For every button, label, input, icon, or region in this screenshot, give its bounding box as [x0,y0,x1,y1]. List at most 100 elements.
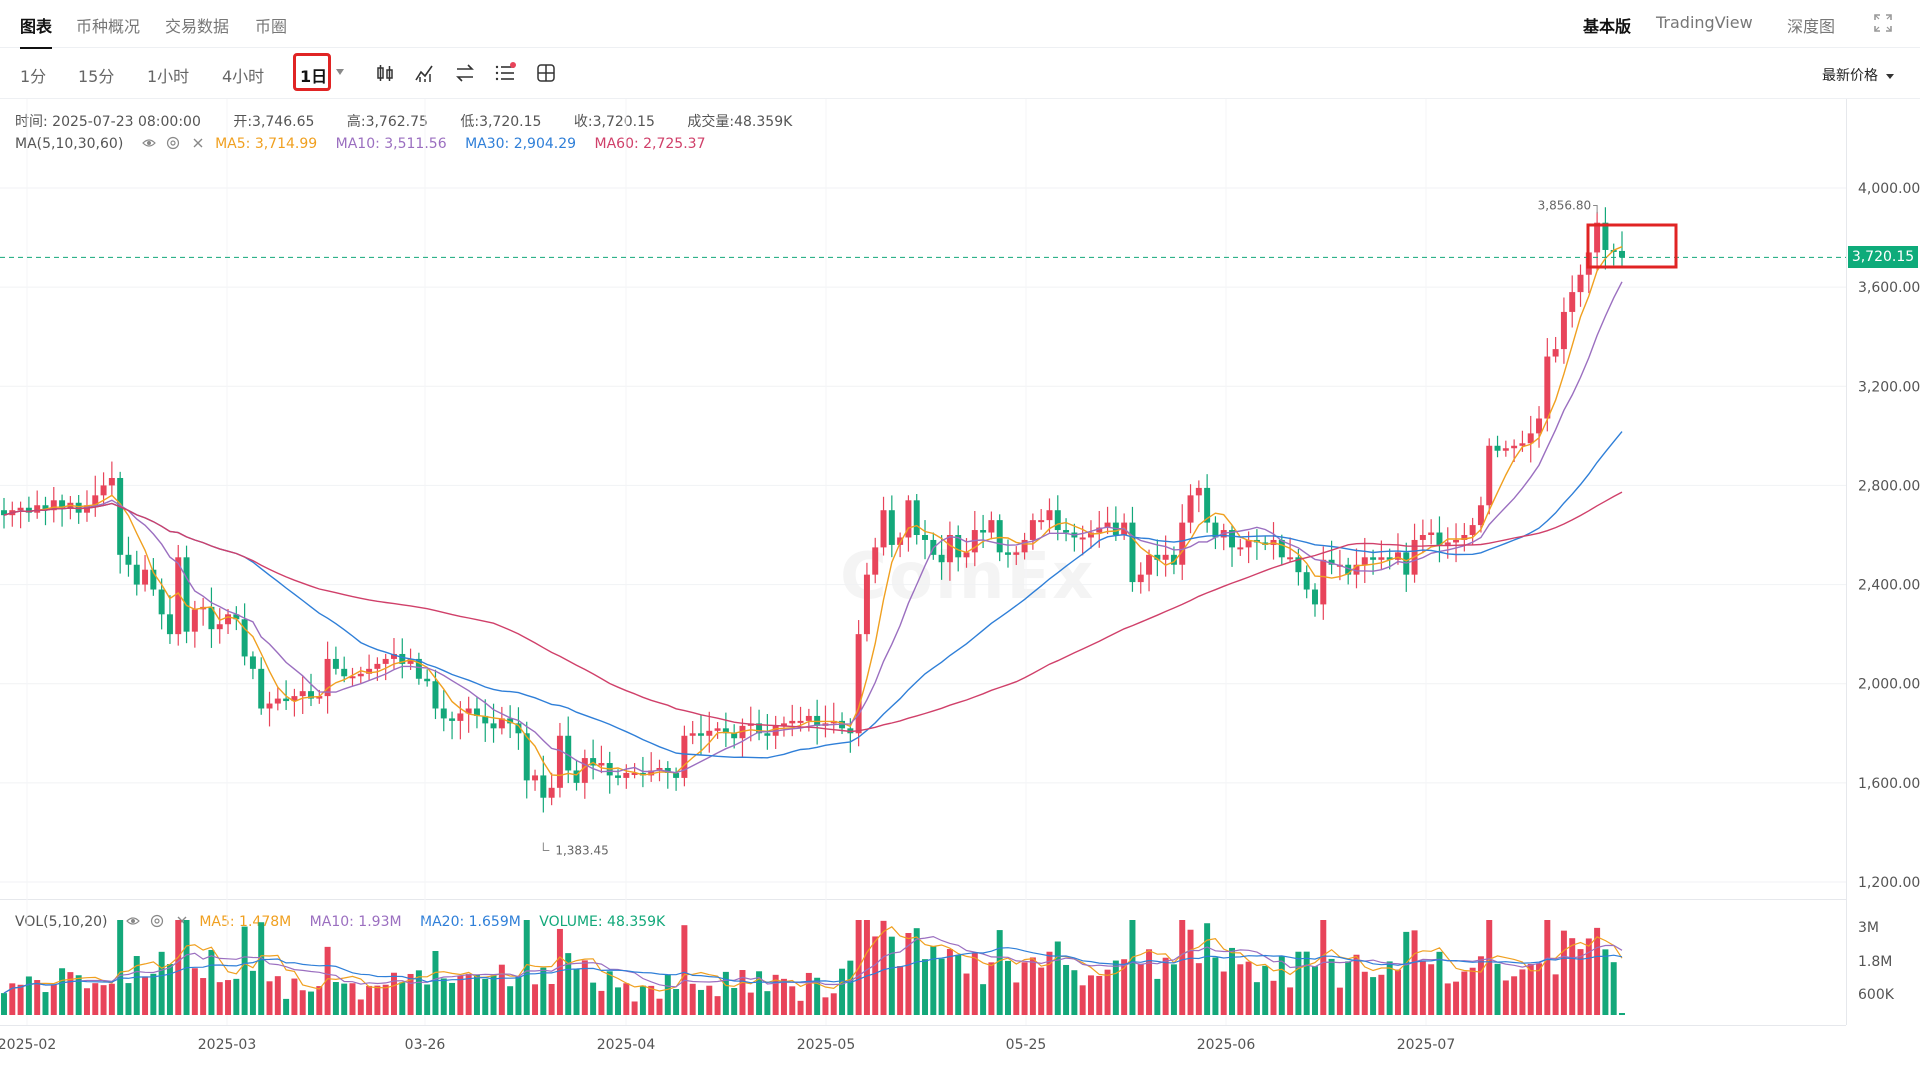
volume-bar [382,984,389,1015]
candle-body [1577,274,1584,293]
volume-value: 48.359K [734,114,793,130]
volume-bar [780,978,787,1015]
latest-candles-highlight-box [1586,223,1678,269]
candle-body [1536,418,1543,434]
interval-1m[interactable]: 1分 [20,67,47,86]
indicator-icon[interactable] [414,62,436,84]
candle-body [1021,539,1028,553]
candle-body [432,681,439,709]
volume-bar [407,973,414,1015]
eye-icon[interactable] [141,136,156,150]
volume-bar [556,928,563,1015]
volume-bar [200,978,207,1015]
volume-bar [332,982,339,1015]
target-icon[interactable] [166,136,180,150]
volume-bar [1320,920,1327,1015]
volume-bar [1544,920,1551,1015]
tab-coin-circle[interactable]: 币圈 [255,17,288,36]
candle-body [457,713,464,721]
volume-bar [1162,957,1169,1015]
candle-body [341,668,348,677]
y-tick-label: 1,600.00 [1858,776,1920,792]
volume-bar [92,983,99,1015]
candle-body [1303,572,1310,590]
tab-chart[interactable]: 图表 [20,13,53,49]
volume-bar [1237,964,1244,1015]
volume-bar [1403,931,1410,1015]
depth-chart-button[interactable]: 深度图 [1787,17,1836,36]
volume-bar [75,975,82,1015]
ma5-line [3,246,1623,777]
volume-bar [1154,978,1161,1015]
candle-body [1029,520,1036,540]
volume-bar [772,974,779,1015]
candlestick-icon[interactable] [374,62,396,84]
interval-4h[interactable]: 4小时 [222,67,265,86]
price-type-select[interactable]: 最新价格 [1822,65,1894,85]
volume-bar [1179,920,1186,1015]
tab-trade-data[interactable]: 交易数据 [165,17,230,36]
settings-list-icon[interactable] [494,62,516,84]
layout-icon[interactable] [535,62,557,84]
candle-body [299,691,306,697]
candle-body [1278,539,1285,558]
fullscreen-icon[interactable] [1874,14,1892,32]
volume-bar [523,920,530,1015]
candle-body [424,678,431,682]
tradingview-button[interactable]: TradingView [1656,13,1753,32]
vol-ma10-value: MA10: 1.93M [309,914,402,930]
ohlc-legend: 时间: 2025-07-23 08:00:00 开:3,746.65 高:3,7… [15,111,820,131]
open-label: 开: [233,114,253,130]
volume-bar [42,992,49,1015]
candle-body [623,772,630,778]
interval-dropdown-caret[interactable] [336,69,344,75]
volume-bar [415,970,422,1015]
volume-bar [100,985,107,1015]
volume-bar [1428,964,1435,1015]
candle-body [34,505,41,513]
interval-15m[interactable]: 15分 [78,67,115,86]
x-tick-label: 2025-03 [198,1037,257,1053]
volume-bar [1029,957,1036,1015]
candle-body [266,703,273,709]
candle-body [515,723,522,734]
basic-view-button[interactable]: 基本版 [1583,17,1632,36]
volume-bar [1536,963,1543,1015]
candle-body [656,767,663,771]
candle-body [1237,547,1244,550]
candle-body [100,485,107,496]
eye-icon[interactable] [126,914,140,928]
vol-ma10-line [3,935,1623,994]
vol-tick-label: 3M [1858,920,1879,936]
low-label: 低: [460,114,480,130]
candle-body [756,723,763,734]
candle-body [1486,445,1493,506]
volume-bar [1619,1013,1625,1015]
volume-bar [1610,962,1617,1015]
candle-body [117,477,124,555]
ma30-value: MA30: 2,904.29 [465,136,577,152]
volume-bar [722,971,729,1015]
candle-body [532,775,539,781]
ma60-value: MA60: 2,725.37 [594,136,706,152]
interval-1h[interactable]: 1小时 [147,67,190,86]
tab-coin-overview[interactable]: 币种概况 [76,17,141,36]
volume-bar [133,956,140,1015]
candle-body [225,614,232,625]
volume-bar [208,949,215,1015]
volume-bar [366,985,373,1015]
vol-ma20-value: MA20: 1.659M [420,914,521,930]
volume-bar [1436,951,1443,1015]
candle-body [1,510,7,516]
ma10-value: MA10: 3,511.56 [335,136,447,152]
compare-icon[interactable] [454,62,476,84]
target-icon[interactable] [150,914,164,928]
volume-bar [697,989,704,1015]
volume-bar [681,925,688,1015]
close-icon[interactable] [191,136,205,150]
volume-bar [1345,961,1352,1015]
interval-1d[interactable]: 1日 [300,67,328,86]
volume-bar [814,977,821,1015]
volume-bar [639,985,646,1015]
